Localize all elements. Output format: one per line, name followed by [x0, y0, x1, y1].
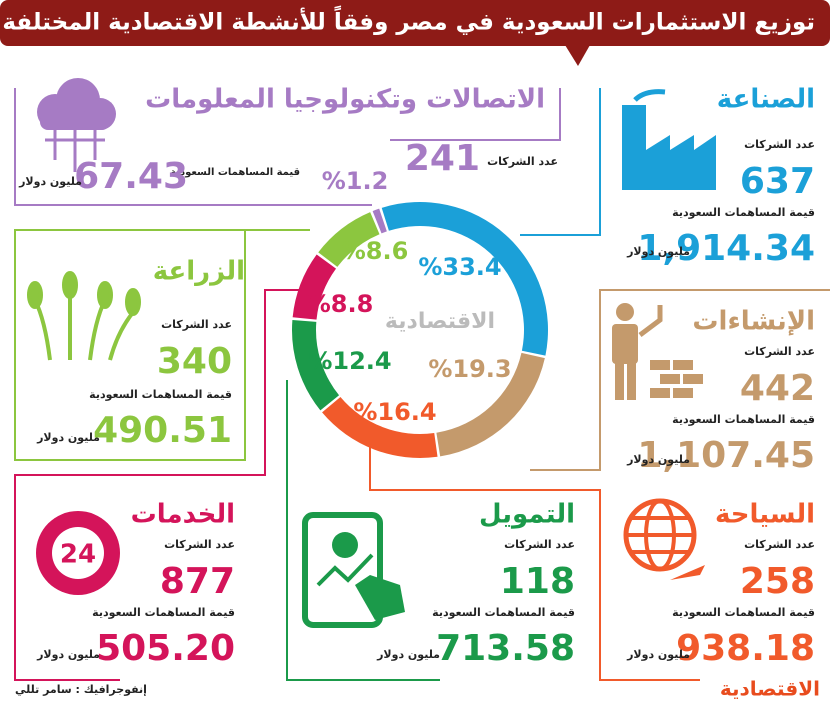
donut-slice	[318, 212, 380, 267]
companies-value: 877	[160, 561, 235, 602]
unit-label: مليون دولار	[626, 245, 690, 258]
percent-label: %16.4	[353, 398, 436, 426]
unit-label: مليون دولار	[626, 648, 690, 661]
companies-value: 442	[740, 368, 815, 409]
icon-tablet	[302, 512, 405, 628]
frame-finance	[286, 380, 440, 681]
icon-text: 24	[60, 540, 96, 570]
donut-chart: %33.4 %19.3 %16.4 %12.4 %8.8 %8.6 %1.2	[291, 167, 548, 458]
companies-value: 637	[740, 161, 815, 202]
frame-services	[14, 289, 300, 681]
credit: إنفوجرافيك : سامر تللي	[15, 683, 147, 696]
panel-title: الاتصالات وتكنولوجيا المعلومات	[145, 85, 545, 115]
contribution-label: قيمة المساهمات السعودية	[92, 606, 235, 619]
contribution-label: قيمة المساهمات السعودية	[672, 206, 815, 219]
contribution-label: قيمة المساهمات السعودية	[672, 413, 815, 426]
brand-logo: الاقتصادية	[720, 677, 820, 701]
contribution-value: 713.58	[436, 628, 575, 669]
companies-label: عدد الشركات	[161, 318, 232, 331]
panel-title: الإنشاءات	[692, 307, 815, 337]
unit-label: مليون دولار	[626, 453, 690, 466]
frame-agriculture	[14, 229, 310, 461]
icon-factory	[622, 89, 716, 190]
icon-cloud	[37, 78, 116, 172]
donut-slice	[291, 319, 340, 411]
donut-slice	[381, 202, 548, 356]
contribution-label: قيمة المساهمات السعودية	[672, 606, 815, 619]
contribution-label: قيمة المساهمات السعودية	[89, 388, 232, 401]
companies-label: عدد الشركات	[744, 138, 815, 151]
frame-ict	[14, 88, 561, 206]
frame-industry	[520, 88, 601, 236]
companies-label: عدد الشركات	[164, 538, 235, 551]
donut-slice	[322, 396, 438, 458]
icon-construction	[612, 303, 703, 400]
contribution-label: قيمة المساهمات السعودية	[170, 167, 300, 178]
panel-title: الزراعة	[153, 257, 245, 287]
unit-label: مليون دولار	[36, 648, 100, 661]
donut-slice	[292, 254, 337, 320]
panel-title: الصناعة	[717, 85, 815, 115]
contribution-value: 938.18	[676, 628, 815, 669]
header-notch	[565, 45, 590, 66]
companies-label: عدد الشركات	[504, 538, 575, 551]
header: توزيع الاستثمارات السعودية في مصر وفقاً …	[0, 0, 830, 66]
unit-label: مليون دولار	[18, 175, 82, 188]
unit-label: مليون دولار	[376, 648, 440, 661]
percent-label: %1.2	[322, 167, 389, 195]
icon-gear: 24	[36, 511, 120, 595]
companies-label: عدد الشركات	[744, 345, 815, 358]
icon-wheat	[27, 271, 141, 361]
percent-label: %33.4	[418, 253, 501, 281]
contribution-value: 67.43	[74, 156, 188, 197]
companies-label: عدد الشركات	[744, 538, 815, 551]
contribution-value: 505.20	[96, 628, 235, 669]
icon-globe	[623, 498, 705, 580]
title: توزيع الاستثمارات السعودية في مصر وفقاً …	[2, 5, 815, 35]
percent-label: %8.6	[342, 237, 409, 265]
contribution-value: 1,107.45	[637, 435, 815, 476]
percent-label: %19.3	[428, 355, 511, 383]
frame-tourism	[369, 440, 700, 681]
percent-label: %8.8	[307, 290, 374, 318]
companies-value: 258	[740, 561, 815, 602]
contribution-label: قيمة المساهمات السعودية	[432, 606, 575, 619]
percent-label: %12.4	[308, 347, 391, 375]
panel-title: التمويل	[479, 500, 575, 530]
companies-value: 118	[500, 561, 575, 602]
companies-value: 340	[157, 341, 232, 382]
companies-value: 241	[405, 138, 480, 179]
panel-title: الخدمات	[131, 500, 235, 530]
unit-label: مليون دولار	[36, 431, 100, 444]
donut-slice	[436, 352, 545, 457]
companies-label: عدد الشركات	[487, 155, 558, 168]
frame-construction	[530, 289, 830, 471]
panel-title: السياحة	[715, 500, 815, 530]
contribution-value: 1,914.34	[637, 228, 815, 269]
contribution-value: 490.51	[93, 410, 232, 451]
donut-slice	[372, 208, 387, 234]
header-bar	[0, 0, 830, 46]
watermark: الاقتصادية	[385, 309, 495, 334]
